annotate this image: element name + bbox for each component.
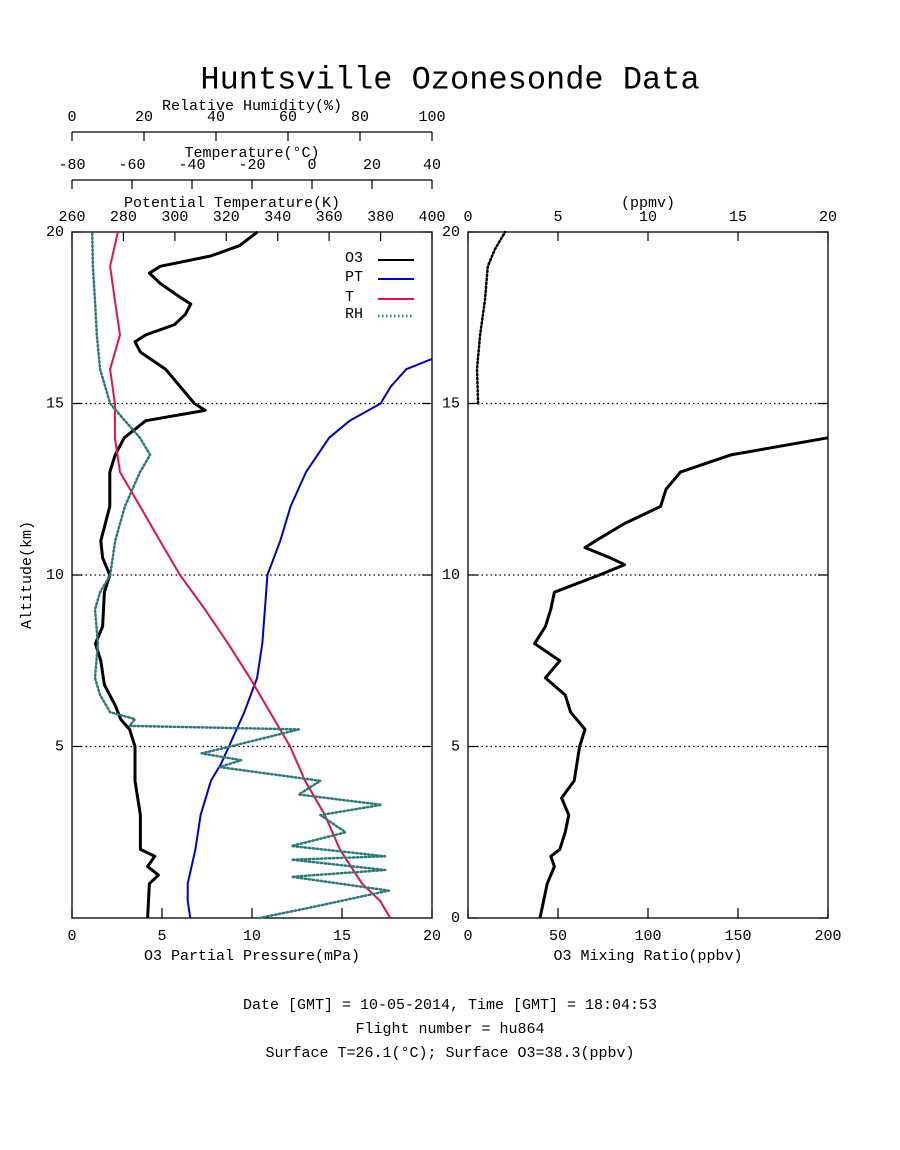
x-axis-label: O3 Mixing Ratio(ppbv) xyxy=(553,948,742,965)
x-tick-label: 5 xyxy=(157,928,166,945)
legend-label: O3 xyxy=(345,250,363,267)
footer-line: Surface T=26.1(°C); Surface O3=38.3(ppbv… xyxy=(265,1045,634,1062)
x-tick-label: 20 xyxy=(423,928,441,945)
top-tick-label: 60 xyxy=(279,109,297,126)
top-tick-label: 380 xyxy=(367,209,394,226)
legend-label: PT xyxy=(345,269,363,286)
top-tick-label: 20 xyxy=(819,209,837,226)
legend-label: RH xyxy=(345,306,363,323)
top-axis-label: Potential Temperature(K) xyxy=(124,195,340,212)
y-axis-label: Altitude(km) xyxy=(19,521,36,629)
top-axis-label: (ppmv) xyxy=(621,195,675,212)
series-line xyxy=(93,230,259,919)
x-tick-label: 150 xyxy=(724,928,751,945)
x-tick-label: 15 xyxy=(333,928,351,945)
footer-line: Flight number = hu864 xyxy=(355,1021,544,1038)
y-tick-label: 0 xyxy=(451,910,460,927)
top-tick-label: 0 xyxy=(307,157,316,174)
series-line xyxy=(186,357,433,919)
x-tick-label: 200 xyxy=(814,928,841,945)
y-tick-label: 20 xyxy=(46,224,64,241)
footer-line: Date [GMT] = 10-05-2014, Time [GMT] = 18… xyxy=(243,997,657,1014)
top-tick-label: 40 xyxy=(423,157,441,174)
x-axis-label: O3 Partial Pressure(mPa) xyxy=(144,948,360,965)
top-tick-label: 10 xyxy=(639,209,657,226)
legend-label: T xyxy=(345,289,354,306)
y-tick-label: 15 xyxy=(442,395,460,412)
y-tick-label: 10 xyxy=(46,567,64,584)
y-tick-label: 5 xyxy=(451,738,460,755)
y-tick-label: 20 xyxy=(442,224,460,241)
top-tick-label: 0 xyxy=(463,209,472,226)
top-axis-label: Temperature(°C) xyxy=(184,145,319,162)
top-tick-label: 100 xyxy=(418,109,445,126)
y-tick-label: 5 xyxy=(55,738,64,755)
top-tick-label: 15 xyxy=(729,209,747,226)
top-tick-label: 20 xyxy=(363,157,381,174)
series-line xyxy=(90,230,391,920)
x-tick-label: 0 xyxy=(67,928,76,945)
series-line xyxy=(475,230,507,405)
x-tick-label: 0 xyxy=(463,928,472,945)
top-tick-label: 40 xyxy=(207,109,225,126)
top-tick-label: 280 xyxy=(110,209,137,226)
x-tick-label: 50 xyxy=(549,928,567,945)
top-tick-label: 0 xyxy=(67,109,76,126)
y-tick-label: 15 xyxy=(46,395,64,412)
x-tick-label: 100 xyxy=(634,928,661,945)
chart-title: Huntsville Ozonesonde Data xyxy=(200,61,699,98)
series-line xyxy=(533,436,829,919)
top-tick-label: 260 xyxy=(58,209,85,226)
top-tick-label: -20 xyxy=(238,157,265,174)
top-tick-label: 400 xyxy=(418,209,445,226)
top-tick-label: 300 xyxy=(161,209,188,226)
top-tick-label: 5 xyxy=(553,209,562,226)
top-axis-label: Relative Humidity(%) xyxy=(162,98,342,115)
top-tick-label: 340 xyxy=(264,209,291,226)
top-tick-label: -80 xyxy=(58,157,85,174)
top-tick-label: 360 xyxy=(316,209,343,226)
top-tick-label: 320 xyxy=(213,209,240,226)
y-tick-label: 10 xyxy=(442,567,460,584)
x-tick-label: 10 xyxy=(243,928,261,945)
series-line xyxy=(109,231,392,919)
top-tick-label: -60 xyxy=(118,157,145,174)
top-tick-label: 20 xyxy=(135,109,153,126)
top-tick-label: -40 xyxy=(178,157,205,174)
top-tick-label: 80 xyxy=(351,109,369,126)
